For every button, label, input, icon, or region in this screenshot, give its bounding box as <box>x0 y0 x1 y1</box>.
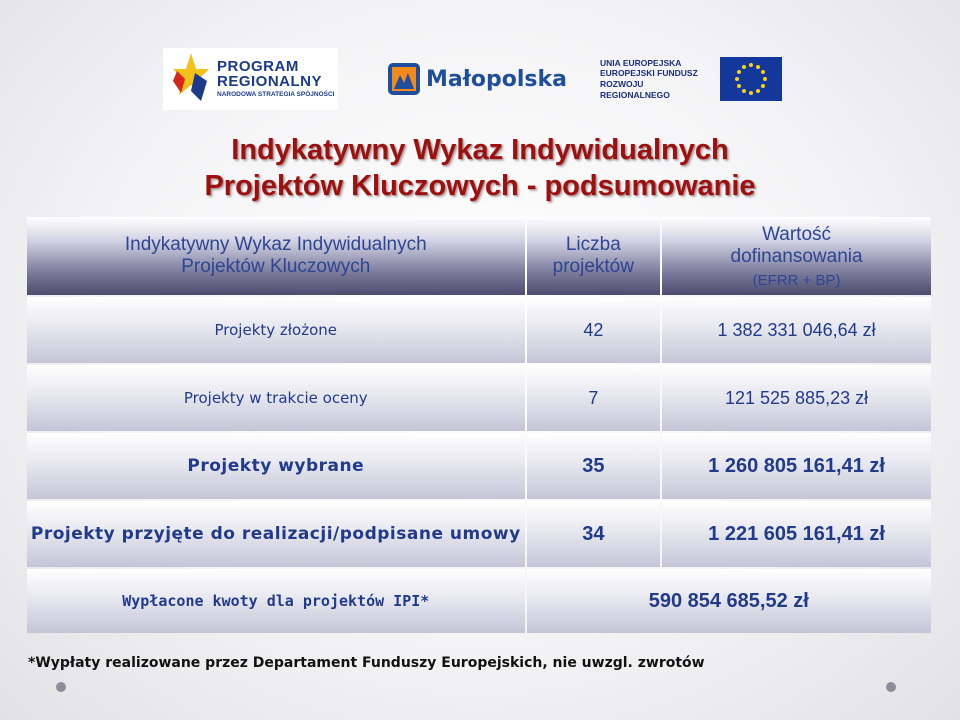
header-category-line1: Indykatywny Wykaz Indywidualnych <box>124 234 427 255</box>
row-value: 1 382 331 046,64 zł <box>662 297 931 363</box>
header-value-line2: dofinansowania <box>730 245 863 267</box>
eu-text-line2: EUROPEJSKI FUNDUSZ <box>600 68 698 79</box>
header-value: Wartość dofinansowania (EFRR + BP) <box>662 217 931 295</box>
malopolska-logo: Małopolska <box>388 48 567 110</box>
eu-text-line1: UNIA EUROPEJSKA <box>600 57 682 68</box>
logo-text-line1: PROGRAM <box>217 57 299 75</box>
header-count-line2: projektów <box>552 256 634 277</box>
logo-text-line2: REGIONALNY <box>217 73 323 91</box>
decorative-dot-right <box>886 682 896 692</box>
table-row: Projekty przyjęte do realizacji/podpisan… <box>27 501 931 567</box>
eu-flag-icon <box>720 57 782 101</box>
eu-logo: UNIA EUROPEJSKA EUROPEJSKI FUNDUSZ ROZWO… <box>600 48 782 110</box>
row-count: 34 <box>526 501 661 567</box>
summary-table: Indykatywny Wykaz Indywidualnych Projekt… <box>25 215 933 635</box>
program-regionalny-logo: PROGRAM REGIONALNY NARODOWA STRATEGIA SP… <box>163 48 338 110</box>
table-row: Wypłacone kwoty dla projektów IPI* 590 8… <box>27 569 931 633</box>
header-value-line1: Wartość <box>762 223 832 245</box>
table-row: Projekty złożone 42 1 382 331 046,64 zł <box>27 297 931 363</box>
malopolska-name: Małopolska <box>426 66 567 92</box>
header-category-line2: Projektów Kluczowych <box>181 256 371 277</box>
row-label: Projekty przyjęte do realizacji/podpisan… <box>27 501 525 567</box>
row-label: Wypłacone kwoty dla projektów IPI* <box>27 569 525 633</box>
header-category: Indykatywny Wykaz Indywidualnych Projekt… <box>27 217 525 295</box>
table-row: Projekty w trakcie oceny 7 121 525 885,2… <box>27 365 931 431</box>
row-count: 42 <box>526 297 661 363</box>
logo-bar: PROGRAM REGIONALNY NARODOWA STRATEGIA SP… <box>0 48 960 110</box>
decorative-dot-left <box>56 682 66 692</box>
row-value: 590 854 685,52 zł <box>526 569 931 633</box>
star-emblem-icon <box>169 51 211 107</box>
row-value: 1 221 605 161,41 zł <box>662 501 931 567</box>
row-count: 7 <box>526 365 661 431</box>
table-header-row: Indykatywny Wykaz Indywidualnych Projekt… <box>27 217 931 295</box>
row-label: Projekty złożone <box>27 297 525 363</box>
row-label: Projekty wybrane <box>27 433 525 499</box>
footnote: *Wypłaty realizowane przez Departament F… <box>28 655 705 671</box>
header-count: Liczba projektów <box>526 217 661 295</box>
header-count-line1: Liczba <box>565 234 621 255</box>
row-label: Projekty w trakcie oceny <box>27 365 525 431</box>
header-value-line3: (EFRR + BP) <box>752 271 841 289</box>
table-row: Projekty wybrane 35 1 260 805 161,41 zł <box>27 433 931 499</box>
logo-text-line3: NARODOWA STRATEGIA SPÓJNOŚCI <box>217 91 335 99</box>
row-value: 1 260 805 161,41 zł <box>662 433 931 499</box>
malopolska-emblem-icon <box>388 63 420 95</box>
eu-text-line3: ROZWOJU REGIONALNEGO <box>600 79 670 100</box>
title-line1: Indykatywny Wykaz Indywidualnych <box>231 134 729 166</box>
row-count: 35 <box>526 433 661 499</box>
title-line2: Projektów Kluczowych - podsumowanie <box>204 170 756 202</box>
row-value: 121 525 885,23 zł <box>662 365 931 431</box>
